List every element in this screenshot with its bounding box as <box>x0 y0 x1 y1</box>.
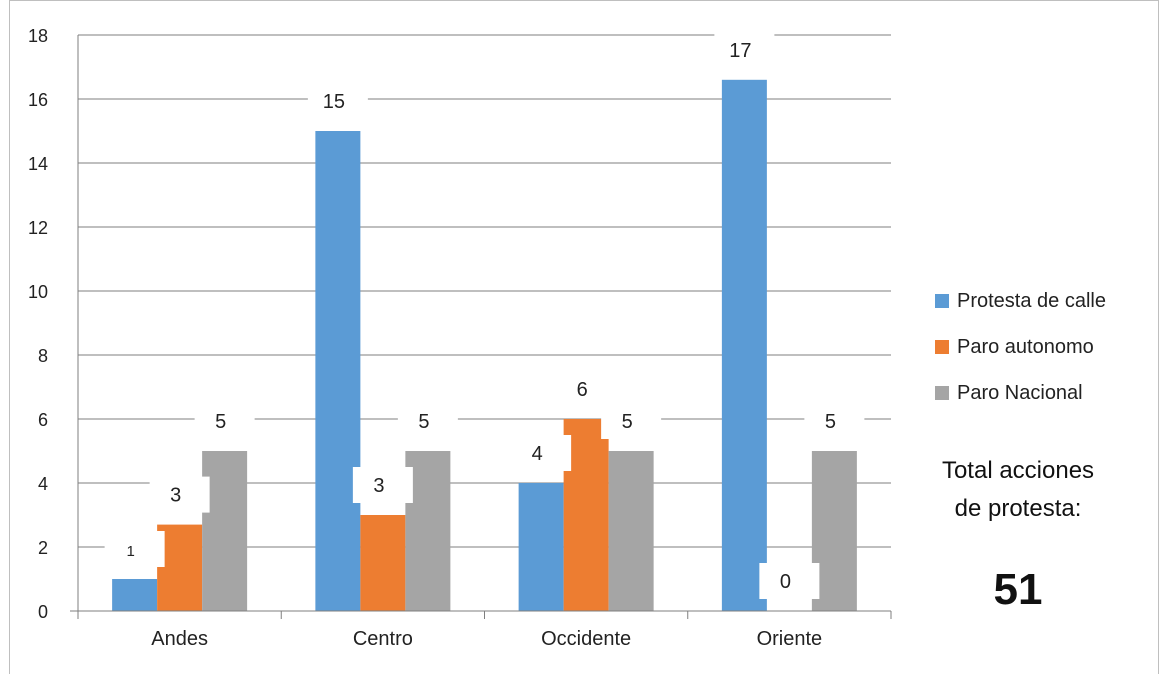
data-label-0-2: 4 <box>532 443 543 465</box>
bar-0-2 <box>518 483 564 611</box>
data-label-bg-0-3 <box>714 31 775 68</box>
total-label-line1: Total acciones <box>941 457 1095 484</box>
bar-0-3 <box>721 79 767 612</box>
data-label-2-2: 5 <box>622 411 633 433</box>
x-tick-label-3: Oriente <box>757 628 823 650</box>
data-label-bg-0-0 <box>104 531 165 567</box>
y-tick-label-1: 2 <box>38 538 48 558</box>
legend-item-0: Protesta de calle <box>935 278 1106 324</box>
data-label-0-1: 15 <box>323 91 345 113</box>
bar-2-0 <box>202 451 248 611</box>
y-tick-label-8: 16 <box>28 90 48 110</box>
data-label-1-3: 0 <box>780 571 791 593</box>
bar-0-1 <box>315 131 361 611</box>
y-tick-label-6: 12 <box>28 218 48 238</box>
data-label-1-1: 3 <box>373 475 384 497</box>
gridlines <box>78 34 891 548</box>
data-labels: 1 3 5 15 3 5 4 6 5 17 0 5 <box>104 31 865 599</box>
data-label-0-3: 17 <box>729 40 751 62</box>
data-label-0-0: 1 <box>126 543 134 560</box>
data-label-bg-1-1 <box>352 467 413 503</box>
data-label-2-0: 5 <box>215 411 226 433</box>
y-tick-label-2: 4 <box>38 474 48 494</box>
legend-swatch-2 <box>935 386 949 400</box>
y-tick-label-3: 6 <box>38 410 48 430</box>
y-tick-label-5: 10 <box>28 282 48 302</box>
data-label-bg-1-0 <box>149 476 210 513</box>
data-label-bg-2-1 <box>397 403 458 439</box>
legend-label-2: Paro Nacional <box>957 381 1083 404</box>
y-tick-label-7: 14 <box>28 154 48 174</box>
bars <box>112 79 857 612</box>
data-label-1-0: 3 <box>170 485 181 507</box>
x-tick-label-2: Occidente <box>541 628 631 650</box>
x-tick-label-1: Centro <box>353 628 413 650</box>
legend: Protesta de calle Paro autonomo Paro Nac… <box>935 278 1106 416</box>
total-label-line2: de protesta: <box>954 495 1082 522</box>
bar-1-1 <box>360 515 406 611</box>
data-label-bg-1-2 <box>556 371 617 407</box>
legend-item-2: Paro Nacional <box>935 370 1106 416</box>
y-tick-label-4: 8 <box>38 346 48 366</box>
legend-label-1: Paro autonomo <box>957 335 1094 358</box>
y-tick-label-9: 18 <box>28 26 48 46</box>
bar-0-0 <box>112 579 158 611</box>
data-label-1-2: 6 <box>577 379 588 401</box>
legend-item-1: Paro autonomo <box>935 324 1106 370</box>
data-label-bg-1-3 <box>759 563 820 599</box>
data-label-2-1: 5 <box>418 411 429 433</box>
legend-label-0: Protesta de calle <box>957 289 1106 312</box>
data-label-2-3: 5 <box>825 411 836 433</box>
total-label: Total acciones de protesta: <box>918 452 1118 528</box>
data-label-bg-2-3 <box>804 403 865 439</box>
data-label-bg-2-0 <box>194 403 255 439</box>
legend-swatch-1 <box>935 340 949 354</box>
chart-frame <box>9 0 1159 674</box>
y-tick-label-0: 0 <box>38 602 48 622</box>
data-label-bg-2-2 <box>601 403 662 439</box>
data-label-bg-0-2 <box>511 435 572 471</box>
data-label-bg-0-1 <box>307 83 368 119</box>
legend-swatch-0 <box>935 294 949 308</box>
x-tick-label-0: Andes <box>151 628 208 650</box>
bar-2-2 <box>608 451 654 611</box>
total-value: 51 <box>993 565 1043 614</box>
